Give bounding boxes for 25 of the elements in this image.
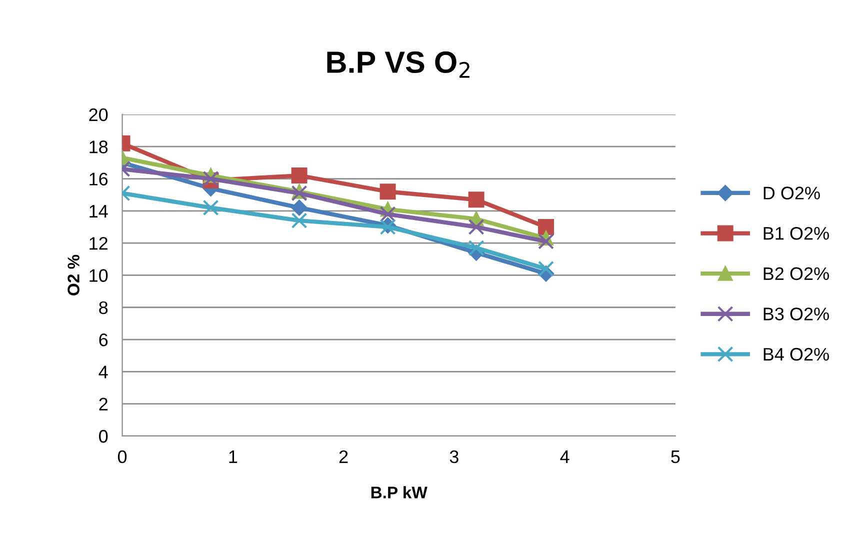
- y-tick-label: 4: [98, 366, 108, 378]
- x-tick-label: 1: [229, 450, 238, 463]
- y-tick-label: 16: [90, 172, 108, 186]
- legend-label: B4 O2%: [764, 348, 829, 361]
- x-axis-title: B.P kW: [371, 486, 428, 498]
- x-tick-label: 0: [118, 450, 127, 464]
- y-axis-title: O2 %: [68, 254, 80, 296]
- y-tick-label: 14: [90, 205, 108, 218]
- y-tick-label: 10: [90, 269, 108, 282]
- x-tick-label: 2: [339, 450, 348, 463]
- y-tick-label: 2: [99, 398, 108, 410]
- chart-title: B.P VS O$_{2}$: [327, 51, 470, 78]
- legend-label: B1 O2%: [764, 226, 829, 240]
- legend-label: B3 O2%: [764, 308, 829, 320]
- legend-label: B2 O2%: [764, 267, 829, 280]
- y-tick-label: 20: [89, 108, 108, 122]
- y-tick-label: 18: [90, 140, 108, 154]
- y-tick-label: 8: [99, 301, 108, 314]
- y-tick-label: 12: [90, 237, 108, 250]
- x-tick-label: 4: [560, 450, 570, 463]
- y-tick-label: 0: [99, 430, 108, 443]
- x-tick-label: 3: [450, 450, 458, 464]
- x-tick-label: 5: [671, 450, 680, 464]
- legend-label: D O2%: [764, 186, 820, 200]
- y-tick-label: 6: [99, 333, 108, 346]
